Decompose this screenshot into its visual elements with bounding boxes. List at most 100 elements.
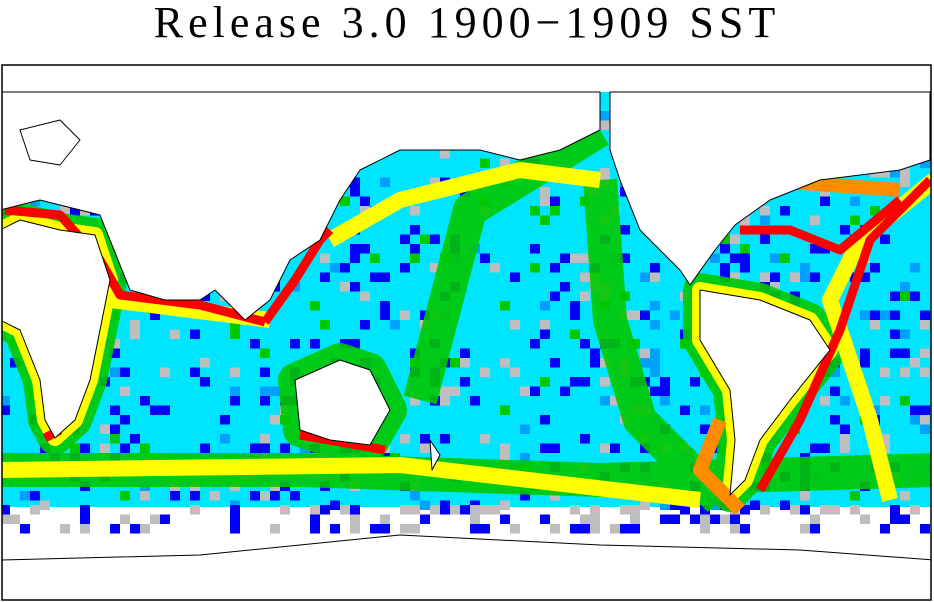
- coverage-cell: [140, 443, 150, 453]
- coverage-cell: [350, 244, 360, 254]
- coverage-cell: [310, 301, 320, 311]
- coverage-cell: [400, 310, 410, 320]
- coverage-cell: [630, 514, 640, 524]
- coverage-cell: [510, 524, 520, 534]
- coverage-cell: [260, 386, 270, 396]
- coverage-cell: [510, 272, 520, 282]
- coverage-cell: [660, 377, 670, 387]
- coverage-cell: [850, 505, 860, 515]
- coverage-cell: [410, 396, 420, 406]
- coverage-cell: [490, 505, 500, 515]
- coverage-cell: [350, 514, 360, 524]
- coverage-cell: [800, 524, 810, 534]
- coverage-cell: [840, 424, 850, 434]
- coverage-cell: [850, 196, 860, 206]
- coverage-cell: [620, 524, 630, 534]
- coverage-cell: [830, 415, 840, 425]
- coverage-cell: [730, 524, 740, 534]
- coverage-cell: [580, 377, 590, 387]
- coverage-cell: [890, 291, 900, 301]
- coverage-cell: [380, 177, 390, 187]
- coverage-cell: [590, 505, 600, 515]
- coverage-cell: [440, 434, 450, 444]
- coverage-cell: [220, 434, 230, 444]
- coverage-cell: [520, 424, 530, 434]
- coverage-cell: [750, 500, 760, 510]
- coverage-cell: [860, 348, 870, 358]
- coverage-cell: [290, 339, 300, 349]
- coverage-cell: [200, 377, 210, 387]
- coverage-cell: [850, 491, 860, 501]
- coverage-cell: [2, 405, 10, 415]
- coverage-cell: [620, 253, 630, 263]
- coverage-cell: [70, 206, 80, 216]
- coverage-cell: [660, 514, 670, 524]
- coverage-cell: [450, 358, 460, 368]
- coverage-cell: [260, 396, 270, 406]
- coverage-cell: [900, 491, 910, 501]
- coverage-cell: [370, 253, 380, 263]
- coverage-cell: [130, 524, 140, 534]
- coverage-cell: [480, 367, 490, 377]
- coverage-cell: [250, 339, 260, 349]
- coverage-cell: [600, 358, 610, 368]
- coverage-cell: [560, 282, 570, 292]
- coverage-cell: [410, 505, 420, 515]
- coverage-cell: [310, 505, 320, 515]
- coverage-cell: [260, 491, 270, 501]
- coverage-cell: [900, 282, 910, 292]
- coverage-cell: [520, 453, 530, 463]
- coverage-cell: [460, 348, 470, 358]
- coverage-cell: [700, 405, 710, 415]
- coverage-cell: [420, 443, 430, 453]
- coverage-cell: [120, 491, 130, 501]
- coverage-cell: [830, 386, 840, 396]
- coverage-cell: [2, 505, 10, 515]
- coverage-cell: [200, 443, 210, 453]
- coverage-cell: [740, 524, 750, 534]
- coverage-cell: [660, 396, 670, 406]
- coverage-cell: [480, 158, 490, 168]
- coverage-cell: [790, 272, 800, 282]
- coverage-cell: [540, 415, 550, 425]
- coverage-cell: [110, 367, 120, 377]
- coverage-cell: [860, 358, 870, 368]
- coverage-cell: [730, 253, 740, 263]
- coverage-cell: [650, 301, 660, 311]
- coverage-cell: [770, 253, 780, 263]
- coverage-cell: [900, 367, 910, 377]
- coverage-cell: [310, 524, 320, 534]
- coverage-cell: [740, 244, 750, 254]
- coverage-cell: [630, 524, 640, 534]
- coverage-cell: [920, 424, 930, 434]
- coverage-cell: [880, 367, 890, 377]
- coverage-cell: [920, 158, 930, 168]
- coverage-cell: [620, 505, 630, 515]
- coverage-cell: [260, 434, 270, 444]
- coverage-cell: [500, 453, 510, 463]
- coverage-cell: [130, 434, 140, 444]
- coverage-cell: [110, 434, 120, 444]
- coverage-cell: [100, 424, 110, 434]
- coverage-cell: [190, 367, 200, 377]
- coverage-cell: [120, 443, 130, 453]
- coverage-cell: [860, 514, 870, 524]
- coverage-cell: [310, 339, 320, 349]
- coverage-cell: [400, 234, 410, 244]
- coverage-cell: [760, 505, 770, 515]
- coverage-cell: [780, 206, 790, 216]
- coverage-cell: [120, 415, 130, 425]
- coverage-cell: [140, 524, 150, 534]
- coverage-cell: [520, 491, 530, 501]
- coverage-cell: [670, 500, 680, 510]
- coverage-cell: [540, 301, 550, 311]
- coverage-cell: [110, 339, 120, 349]
- coverage-cell: [420, 514, 430, 524]
- coverage-cell: [230, 386, 240, 396]
- coverage-cell: [590, 514, 600, 524]
- coverage-cell: [910, 291, 920, 301]
- coverage-cell: [150, 310, 160, 320]
- coverage-cell: [820, 187, 830, 197]
- coverage-cell: [480, 434, 490, 444]
